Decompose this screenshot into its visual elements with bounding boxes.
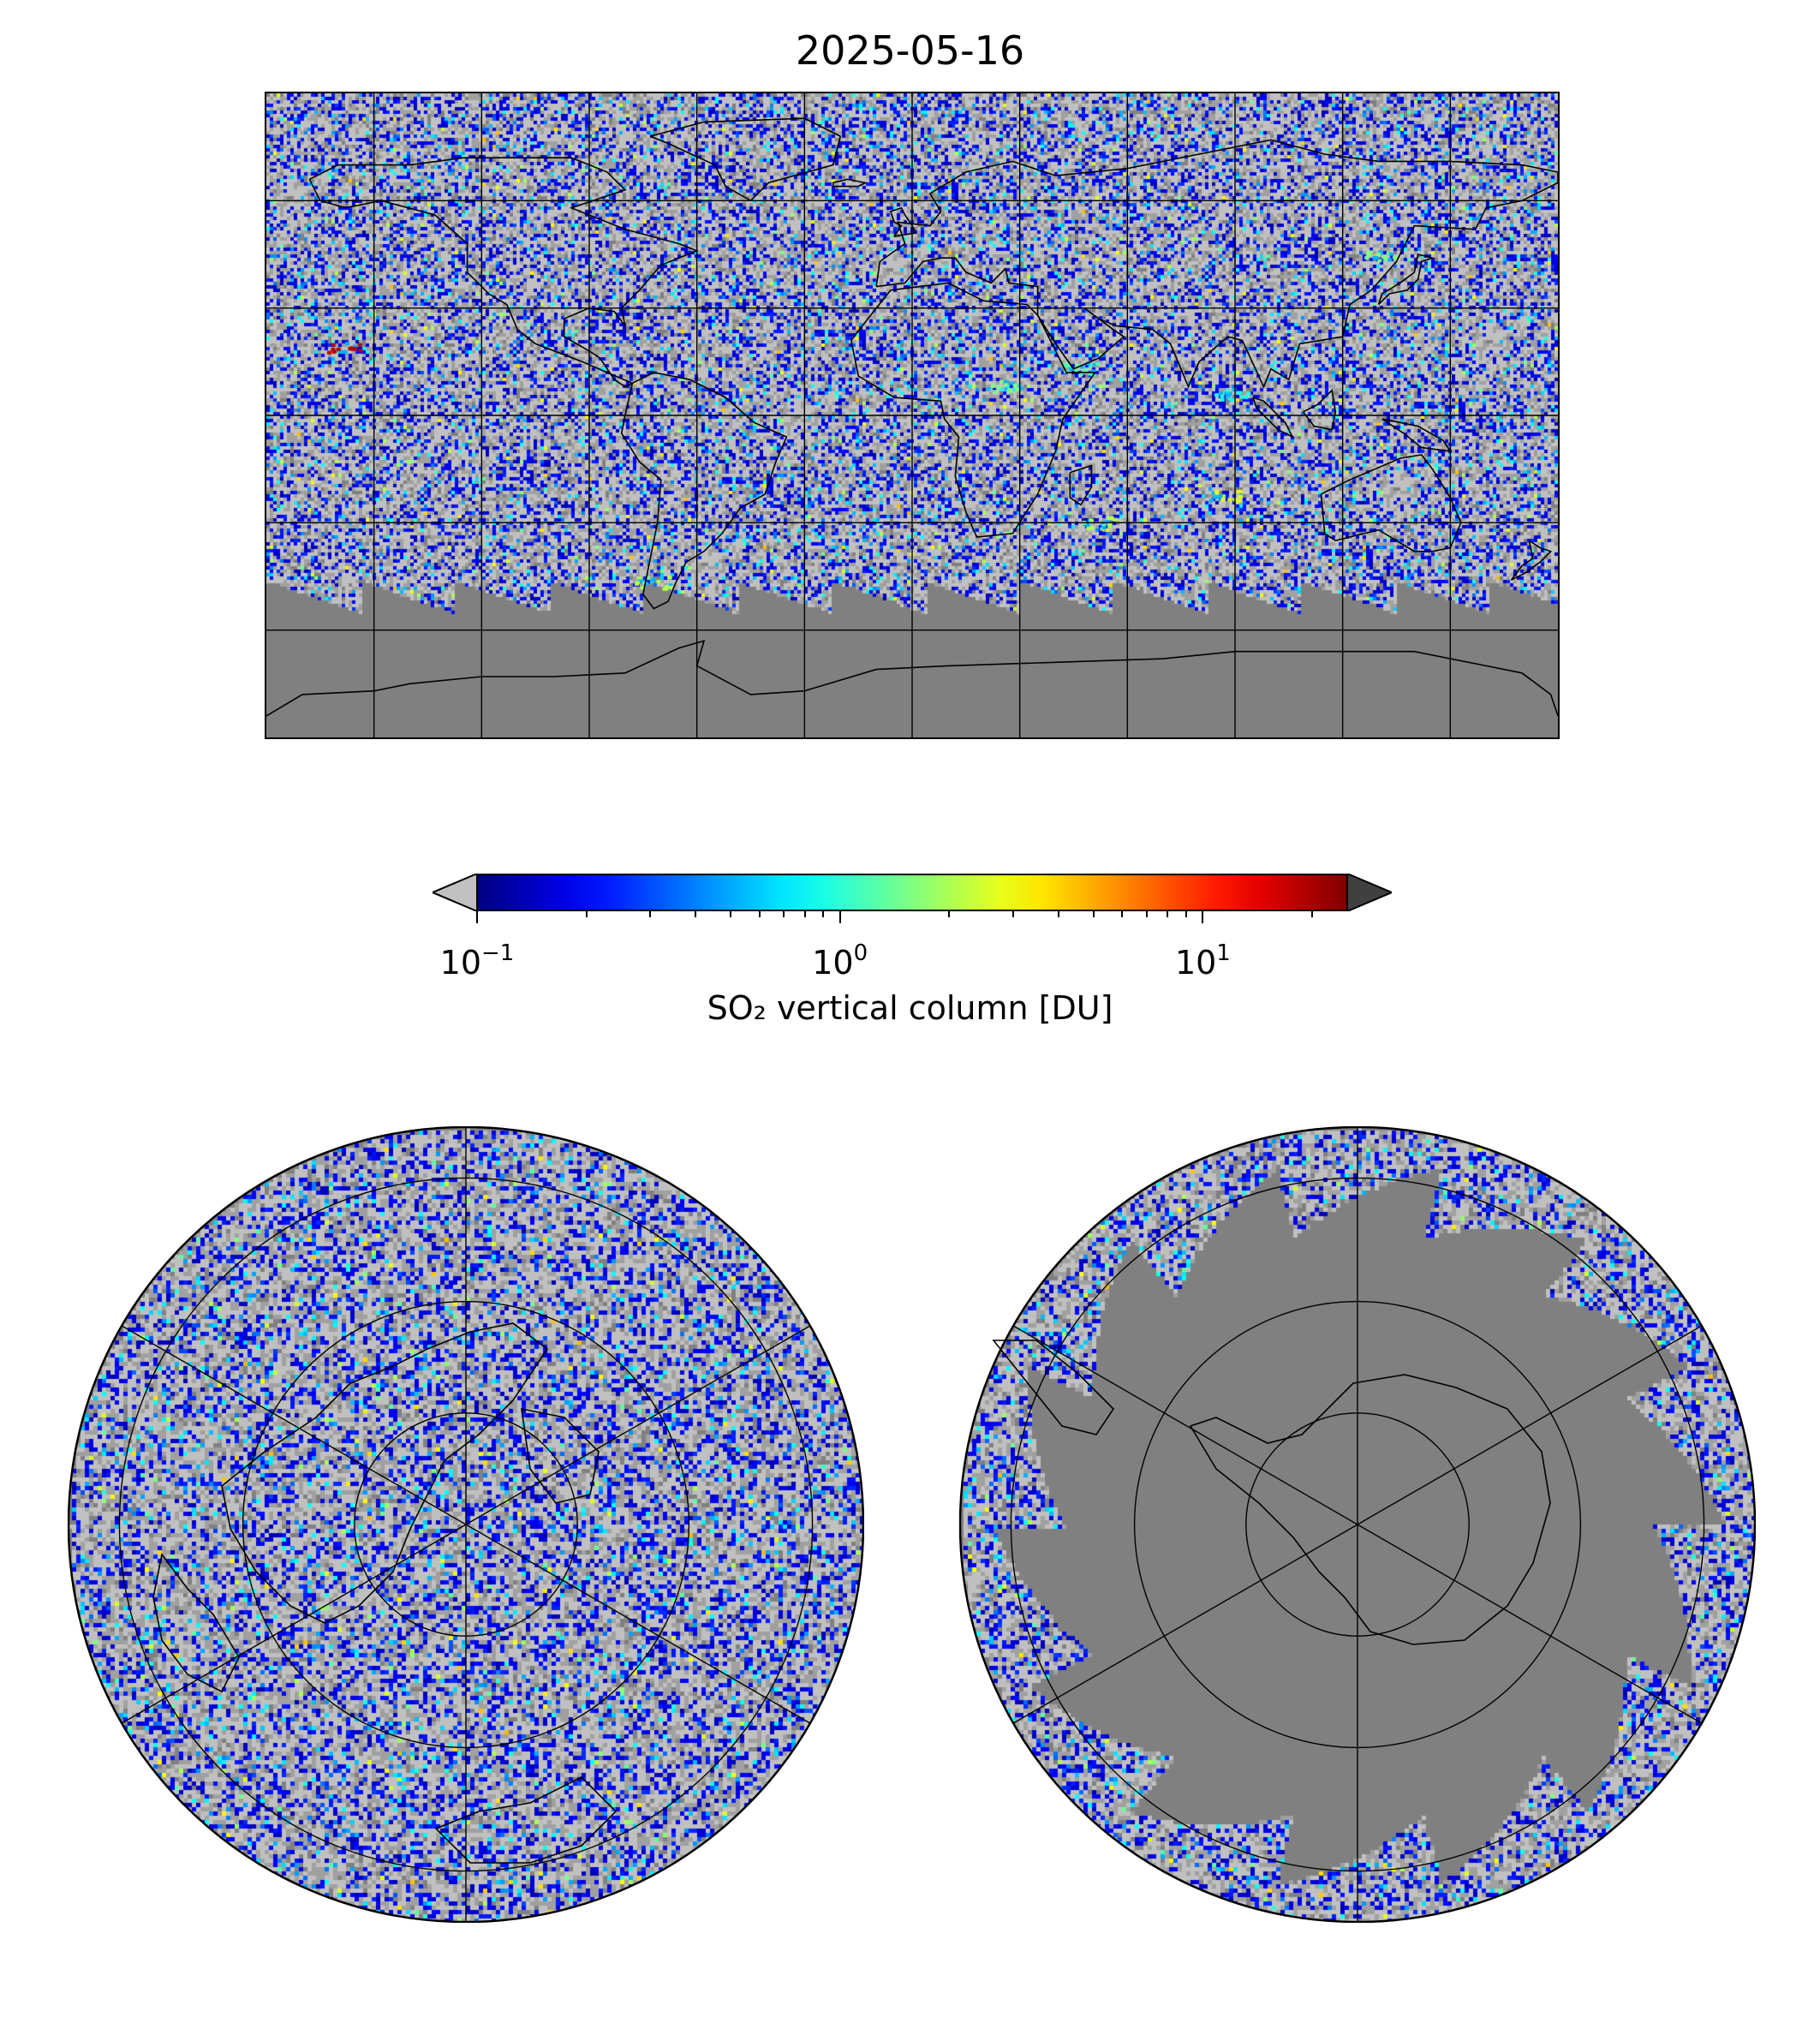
meridian-gridline (465, 1524, 812, 1725)
colorbar-tick-label: 100 (812, 940, 868, 982)
colorbar-minor-tick (1310, 911, 1313, 917)
coastline (649, 117, 842, 202)
meridian-gridline (465, 1324, 812, 1525)
colorbar-minor-tick (1092, 911, 1095, 917)
colorbar-minor-tick (730, 911, 732, 917)
colorbar-minor-tick (822, 911, 825, 917)
meridian-gridline (1357, 1524, 1704, 1725)
colorbar (433, 874, 1392, 911)
colorbar-under-extension (433, 874, 478, 911)
world-coastlines-and-grid (266, 93, 1558, 737)
colorbar-minor-tick (783, 911, 785, 917)
map-border (959, 1126, 1756, 1923)
coastline (850, 282, 1097, 538)
north-polar-map (68, 1126, 864, 1923)
coastline (308, 157, 699, 388)
coastline (1252, 397, 1294, 439)
colorbar-minor-tick (1057, 911, 1059, 917)
colorbar-minor-tick (585, 911, 588, 917)
north-polar-coastlines-and-grid (68, 1126, 864, 1923)
coastline (832, 178, 868, 188)
colorbar-minor-tick (1121, 911, 1124, 917)
colorbar-tick-label: 101 (1174, 940, 1231, 982)
colorbar-tick-label: 10−1 (439, 940, 515, 982)
south-polar-map (959, 1126, 1756, 1923)
coastline (221, 1322, 549, 1624)
coastline (1381, 418, 1452, 452)
coastline (434, 1776, 618, 1864)
colorbar-minor-tick (758, 911, 761, 917)
colorbar-label: SO₂ vertical column [DU] (707, 989, 1113, 1027)
colorbar-major-tick (838, 911, 841, 923)
coastline (266, 640, 1558, 717)
coastline (152, 1553, 240, 1693)
coastline (1069, 464, 1093, 506)
coastline (1377, 254, 1435, 306)
coastline (1320, 454, 1462, 552)
meridian-gridline (120, 1324, 467, 1525)
colorbar-minor-tick (1011, 911, 1014, 917)
colorbar-gradient (476, 874, 1348, 911)
meridian-gridline (120, 1524, 467, 1725)
meridian-gridline (1011, 1524, 1358, 1725)
colorbar-minor-tick (1185, 911, 1187, 917)
colorbar-minor-tick (695, 911, 697, 917)
colorbar-minor-tick (649, 911, 652, 917)
colorbar-minor-tick (1145, 911, 1148, 917)
colorbar-minor-tick (948, 911, 951, 917)
coastline (875, 139, 1558, 389)
colorbar-major-tick (476, 911, 478, 923)
coastline (620, 372, 788, 610)
coastline (1302, 389, 1337, 431)
colorbar-major-tick (1202, 911, 1204, 923)
south-polar-coastlines-and-grid (959, 1126, 1756, 1923)
figure-title: 2025-05-16 (795, 27, 1025, 74)
coastline (889, 206, 917, 237)
coastline (1510, 540, 1553, 581)
coastline (992, 1340, 1115, 1435)
colorbar-minor-tick (803, 911, 806, 917)
colorbar-minor-tick (1167, 911, 1169, 917)
world-map (265, 92, 1560, 739)
colorbar-over-extension (1346, 874, 1392, 911)
coastline (521, 1407, 600, 1504)
meridian-gridline (1011, 1324, 1358, 1525)
map-border (68, 1126, 864, 1923)
meridian-gridline (1357, 1324, 1704, 1525)
coastline (1189, 1374, 1551, 1645)
